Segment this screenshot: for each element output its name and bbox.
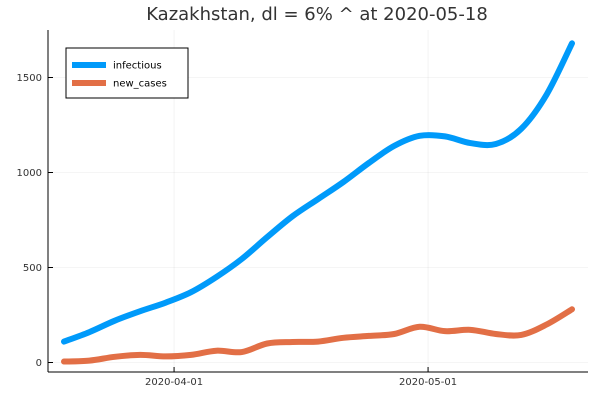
legend-label-infectious: infectious bbox=[113, 61, 162, 72]
y-tick-label-1: 500 bbox=[23, 263, 42, 274]
legend: infectious new_cases bbox=[65, 47, 189, 99]
y-tick-label-0: 0 bbox=[36, 358, 42, 369]
series bbox=[61, 40, 575, 365]
x-tick-label-0: 2020-04-01 bbox=[145, 377, 203, 388]
series-line-infectious bbox=[61, 40, 575, 345]
x-tick-label-1: 2020-05-01 bbox=[399, 377, 457, 388]
series-line-new_cases bbox=[61, 306, 575, 365]
y-tick-label-2: 1000 bbox=[17, 168, 42, 179]
legend-label-new_cases: new_cases bbox=[113, 79, 167, 90]
y-tick-label-3: 1500 bbox=[17, 73, 42, 84]
chart-title: Kazakhstan, dl = 6% ^ at 2020-05-18 bbox=[146, 4, 488, 25]
axes: 0 500 1000 1500 2020-04-01 2020-05-01 bbox=[17, 30, 588, 388]
legend-box bbox=[65, 47, 189, 99]
